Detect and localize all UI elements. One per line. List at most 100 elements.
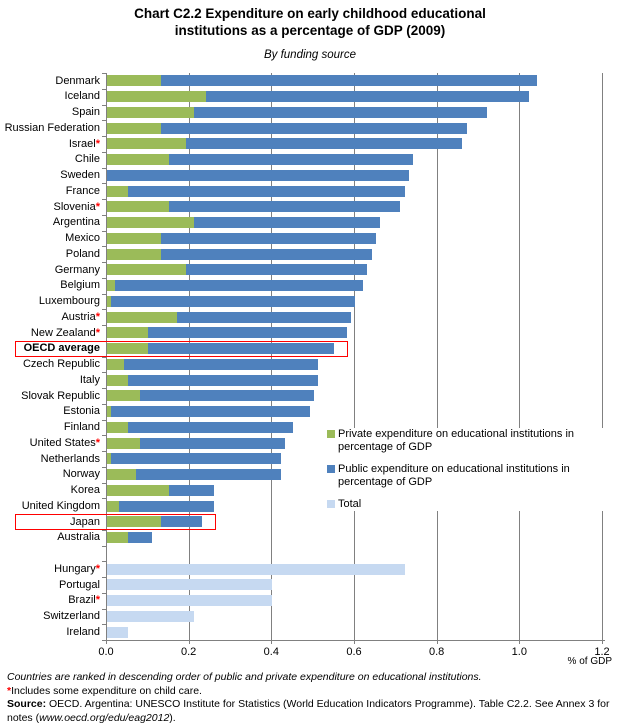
country-label: Ireland xyxy=(66,625,100,638)
country-label: Luxembourg xyxy=(38,295,100,307)
y-axis-tick xyxy=(102,199,106,200)
public-swatch-icon xyxy=(327,465,335,473)
public-bar xyxy=(111,406,310,418)
country-label: Denmark xyxy=(55,74,100,87)
country-label: Norway xyxy=(62,468,100,481)
country-label: Chile xyxy=(74,153,100,166)
public-bar xyxy=(135,469,281,481)
private-bar xyxy=(107,138,186,150)
country-label: Iceland xyxy=(64,90,100,103)
y-axis-tick xyxy=(102,545,106,547)
private-bar xyxy=(107,484,169,496)
country-label: Germany xyxy=(54,263,100,276)
country-label: Argentina xyxy=(52,216,100,229)
highlight-box xyxy=(15,513,217,531)
y-axis-tick xyxy=(102,640,106,641)
public-bar xyxy=(185,138,463,150)
private-bar xyxy=(107,91,207,103)
legend-item-total: Total xyxy=(327,498,614,511)
country-label: Hungary* xyxy=(54,562,100,575)
country-label: OECD average xyxy=(23,342,100,355)
public-bar xyxy=(127,532,153,544)
public-bar xyxy=(160,122,467,134)
public-bar xyxy=(127,185,405,197)
public-bar xyxy=(160,516,203,528)
private-bar xyxy=(107,343,149,355)
x-axis-tick xyxy=(602,640,603,644)
gridline xyxy=(519,73,521,640)
private-bar xyxy=(107,201,169,213)
gridline xyxy=(354,73,355,640)
country-label: Poland xyxy=(65,247,100,260)
y-axis-tick xyxy=(102,561,106,563)
y-axis-tick xyxy=(102,230,106,232)
public-bar xyxy=(148,327,347,339)
country-label: Italy xyxy=(79,373,100,386)
total-bar xyxy=(107,626,128,638)
private-bar xyxy=(107,532,128,544)
public-bar xyxy=(115,280,364,292)
y-axis-tick xyxy=(102,482,106,484)
y-axis-tick xyxy=(102,466,106,468)
legend-label-public: Public expenditure on educational instit… xyxy=(338,463,570,488)
public-bar xyxy=(160,248,372,260)
legend: Private expenditure on educational insti… xyxy=(327,428,614,511)
public-bar xyxy=(169,484,215,496)
public-bar xyxy=(107,169,409,181)
public-bar xyxy=(148,343,335,355)
gridline xyxy=(602,73,603,640)
public-bar xyxy=(193,217,380,229)
public-bar xyxy=(160,232,376,244)
legend-item-private: Private expenditure on educational insti… xyxy=(327,428,614,454)
private-bar xyxy=(107,154,169,166)
footnotes: Countries are ranked in descending order… xyxy=(7,671,613,725)
y-axis-tick xyxy=(102,120,106,122)
private-bar xyxy=(107,122,161,134)
red-asterisk: * xyxy=(95,436,100,449)
public-bar xyxy=(185,264,368,276)
country-label: Switzerland xyxy=(43,610,100,622)
total-swatch-icon xyxy=(327,500,335,508)
x-tick-label: 0.2 xyxy=(181,646,197,658)
asterisk-mark: * xyxy=(7,684,12,697)
public-bar xyxy=(169,154,413,166)
red-asterisk: * xyxy=(95,594,100,607)
x-axis-tick xyxy=(354,640,355,644)
plot-area: 0.0 0.2 0.4 0.6 0.8 1.0 1.2 Denmark Iceland Spain… xyxy=(4,73,610,658)
x-tick-label: 0.8 xyxy=(429,646,445,658)
public-bar xyxy=(169,201,401,213)
y-axis-tick xyxy=(102,73,106,74)
private-bar xyxy=(107,217,194,229)
y-axis-tick xyxy=(102,214,106,216)
country-label: Brazil* xyxy=(68,594,100,607)
asterisk-note-text: Includes some expenditure on child care. xyxy=(11,684,202,697)
x-axis-tick xyxy=(519,640,521,644)
y-axis-tick xyxy=(102,325,106,326)
country-label: Russian Federation xyxy=(4,121,100,134)
private-bar xyxy=(107,374,128,386)
private-bar xyxy=(107,406,112,418)
red-asterisk: * xyxy=(95,310,100,323)
private-swatch-icon xyxy=(327,430,335,438)
private-bar xyxy=(107,453,112,465)
red-asterisk: * xyxy=(95,200,100,213)
y-axis-tick xyxy=(102,88,106,90)
country-label: Netherlands xyxy=(40,452,100,465)
asterisk-note: *Includes some expenditure on child care… xyxy=(7,685,613,699)
x-axis xyxy=(106,640,605,641)
country-label: Australia xyxy=(57,531,100,544)
y-axis-tick xyxy=(102,608,106,610)
x-tick-label: 1.2 xyxy=(594,646,610,658)
y-axis-tick xyxy=(102,167,106,169)
y-axis-tick xyxy=(102,293,106,295)
total-bar xyxy=(107,610,194,622)
y-axis-tick xyxy=(102,183,106,185)
public-bar xyxy=(119,500,215,512)
y-axis-tick xyxy=(102,309,106,311)
red-asterisk: * xyxy=(95,326,100,339)
source-note: Source: OECD. Argentina: UNESCO Institut… xyxy=(7,698,613,725)
public-bar xyxy=(193,106,488,118)
country-label: New Zealand* xyxy=(30,326,100,339)
country-label: Portugal xyxy=(59,578,100,591)
country-label: Sweden xyxy=(60,169,100,181)
